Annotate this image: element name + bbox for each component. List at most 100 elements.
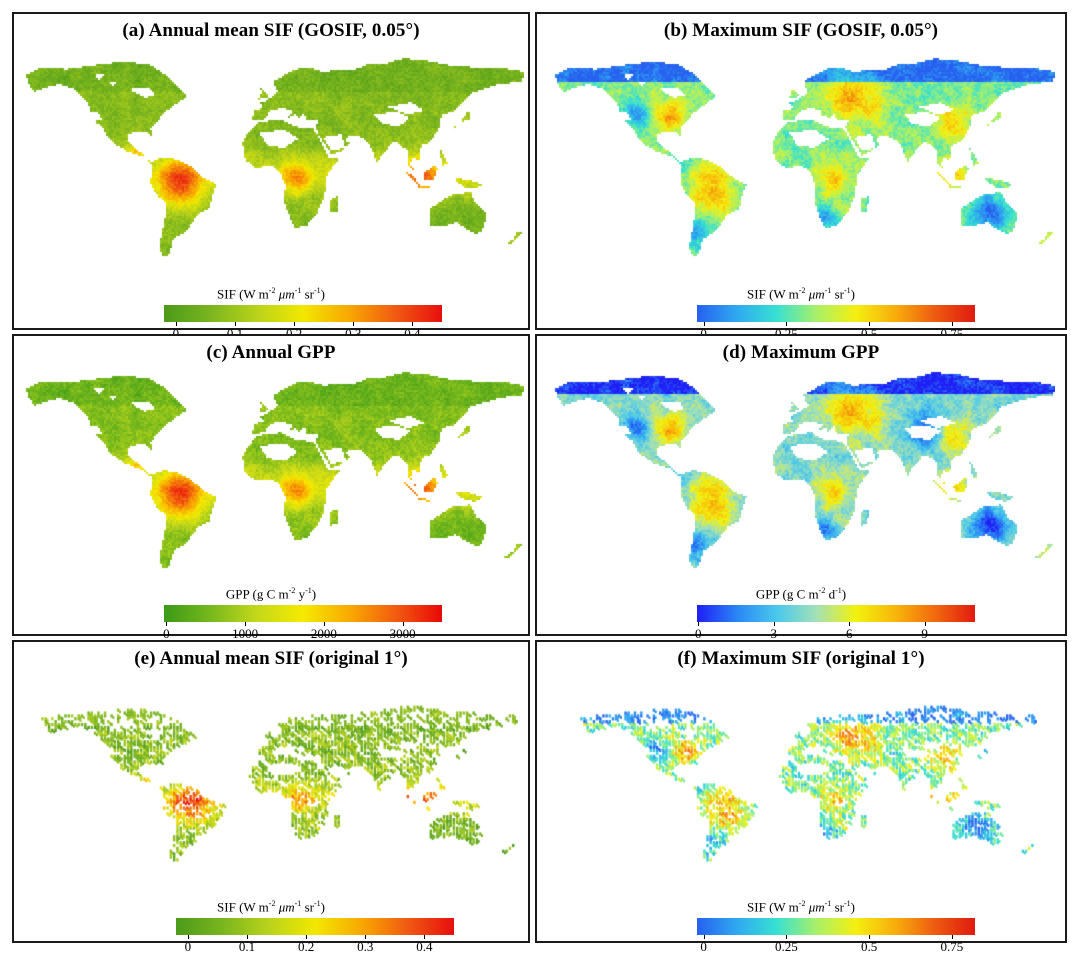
world-map [22,50,524,262]
world-map [577,698,1037,866]
unit-post: ) [311,586,317,602]
colorbar-tick-mark [175,322,177,326]
unit-mid2: sr [831,899,844,915]
unit-sup2: -1 [824,899,832,908]
unit-sup1: -2 [268,899,276,908]
unit-mid2: sr [301,286,314,302]
colorbar-tick-label: 0 [700,939,707,954]
colorbar-quantity: SIF [217,899,236,915]
unit-sup3: -1 [843,899,851,908]
unit-sup2: -1 [294,899,302,908]
colorbar [176,918,454,935]
colorbar [697,918,975,935]
colorbar-tick-label: 0 [700,326,707,342]
unit-pre: (W m [239,286,269,302]
panel-title: (f) Maximum SIF (original 1°) [677,648,925,669]
unit-mid1: μm [805,899,825,915]
colorbar [697,605,975,622]
colorbar-tick-mark [365,935,367,939]
map-panel-f: (f) Maximum SIF (original 1°) SIF (W m-2 … [535,640,1067,954]
colorbar-tick-mark [703,935,705,939]
colorbar-tick-label: 6 [845,626,853,641]
colorbar-tick-mark [698,622,700,626]
colorbar-tick-label: 9 [921,626,928,641]
panel-title: (e) Annual mean SIF (original 1°) [134,648,408,669]
unit-mid2: sr [831,286,844,302]
panel-title: (a) Annual mean SIF (GOSIF, 0.05°) [122,20,420,41]
unit-post: ) [841,586,847,602]
map-panel-e: (e) Annual mean SIF (original 1°) SIF (W … [12,640,530,954]
colorbar-tick-mark [412,322,414,326]
unit-pre: (W m [769,286,799,302]
panel-title: (b) Maximum SIF (GOSIF, 0.05°) [663,20,939,41]
colorbar-quantity: GPP [755,586,780,602]
colorbar-tick-mark [187,935,189,939]
colorbar-tick-label: 0.25 [774,939,798,954]
colorbar-tick-label: 0.1 [238,939,256,954]
colorbar-quantity: GPP [225,586,250,602]
unit-pre: (g C m [252,586,289,602]
colorbar-tick-label: 0.3 [357,939,374,954]
colorbar-tick-mark [951,322,953,326]
colorbar-quantity: SIF [747,286,766,302]
unit-mid1: y [295,586,306,602]
colorbar-tick-mark [773,622,775,626]
colorbar-quantity: SIF [217,286,236,302]
world-map [551,364,1055,574]
colorbar-tick-mark [294,322,296,326]
panel-title: (c) Annual GPP [206,342,336,363]
colorbar [697,305,975,322]
unit-sup1: -2 [818,586,826,595]
colorbar-tick-mark [306,935,308,939]
colorbar-tick-label: 3 [770,626,777,641]
unit-sup1: -2 [288,586,296,595]
colorbar-tick-mark [424,935,426,939]
colorbar-tick-mark [924,622,926,626]
unit-post: ) [320,899,325,915]
colorbar-tick-mark [703,322,705,326]
colorbar [164,305,442,322]
map-panel-b: (b) Maximum SIF (GOSIF, 0.05°) SIF (W m-2… [535,12,1067,341]
unit-mid1: d [825,586,836,602]
unit-pre: (W m [769,899,799,915]
colorbar-tick-mark [869,322,871,326]
colorbar-tick-mark [786,322,788,326]
world-map [22,364,524,574]
colorbar-tick-mark [245,622,247,626]
unit-pre: (g C m [782,586,819,602]
unit-sup2: -1 [294,286,302,295]
world-map [551,50,1055,262]
colorbar-tick-label: 2000 [310,626,337,641]
colorbar-tick-mark [246,935,248,939]
colorbar-quantity: SIF [747,899,766,915]
colorbar-tick-mark [166,622,168,626]
colorbar-label: SIF (W m-2 μm-1 sr-1) [537,286,1065,302]
unit-sup3: -1 [843,286,851,295]
colorbar-tick-mark [849,622,851,626]
unit-sup1: -2 [798,286,806,295]
unit-mid2: sr [301,899,314,915]
world-map [38,698,518,866]
colorbar-tick-label: 1000 [232,626,259,641]
colorbar-tick-mark [869,935,871,939]
colorbar-label: GPP (g C m-2 y-1) [14,586,528,602]
colorbar-tick-label: 0 [695,626,702,641]
unit-mid1: μm [275,899,295,915]
map-panel-c: (c) Annual GPP GPP (g C m-2 y-1) 0 1000 2000… [12,334,530,641]
map-panel-a: (a) Annual mean SIF (GOSIF, 0.05°) SIF (W… [12,12,530,341]
colorbar-tick-label: 0.5 [860,939,878,954]
colorbar-label: GPP (g C m-2 d-1) [537,586,1065,602]
unit-mid1: μm [275,286,295,302]
panel-title: (d) Maximum GPP [722,342,880,363]
colorbar-tick-label: 0.4 [416,939,433,954]
colorbar-tick-label: 0 [173,326,180,342]
colorbar-tick-label: 0.2 [298,939,315,954]
unit-post: ) [320,286,325,302]
colorbar-tick-mark [402,622,404,626]
unit-sup2: -1 [305,586,312,595]
unit-sup2: -1 [835,586,842,595]
unit-sup1: -2 [798,899,806,908]
colorbar-tick-label: 0 [163,626,170,641]
colorbar-tick-mark [234,322,236,326]
unit-sup1: -2 [268,286,276,295]
